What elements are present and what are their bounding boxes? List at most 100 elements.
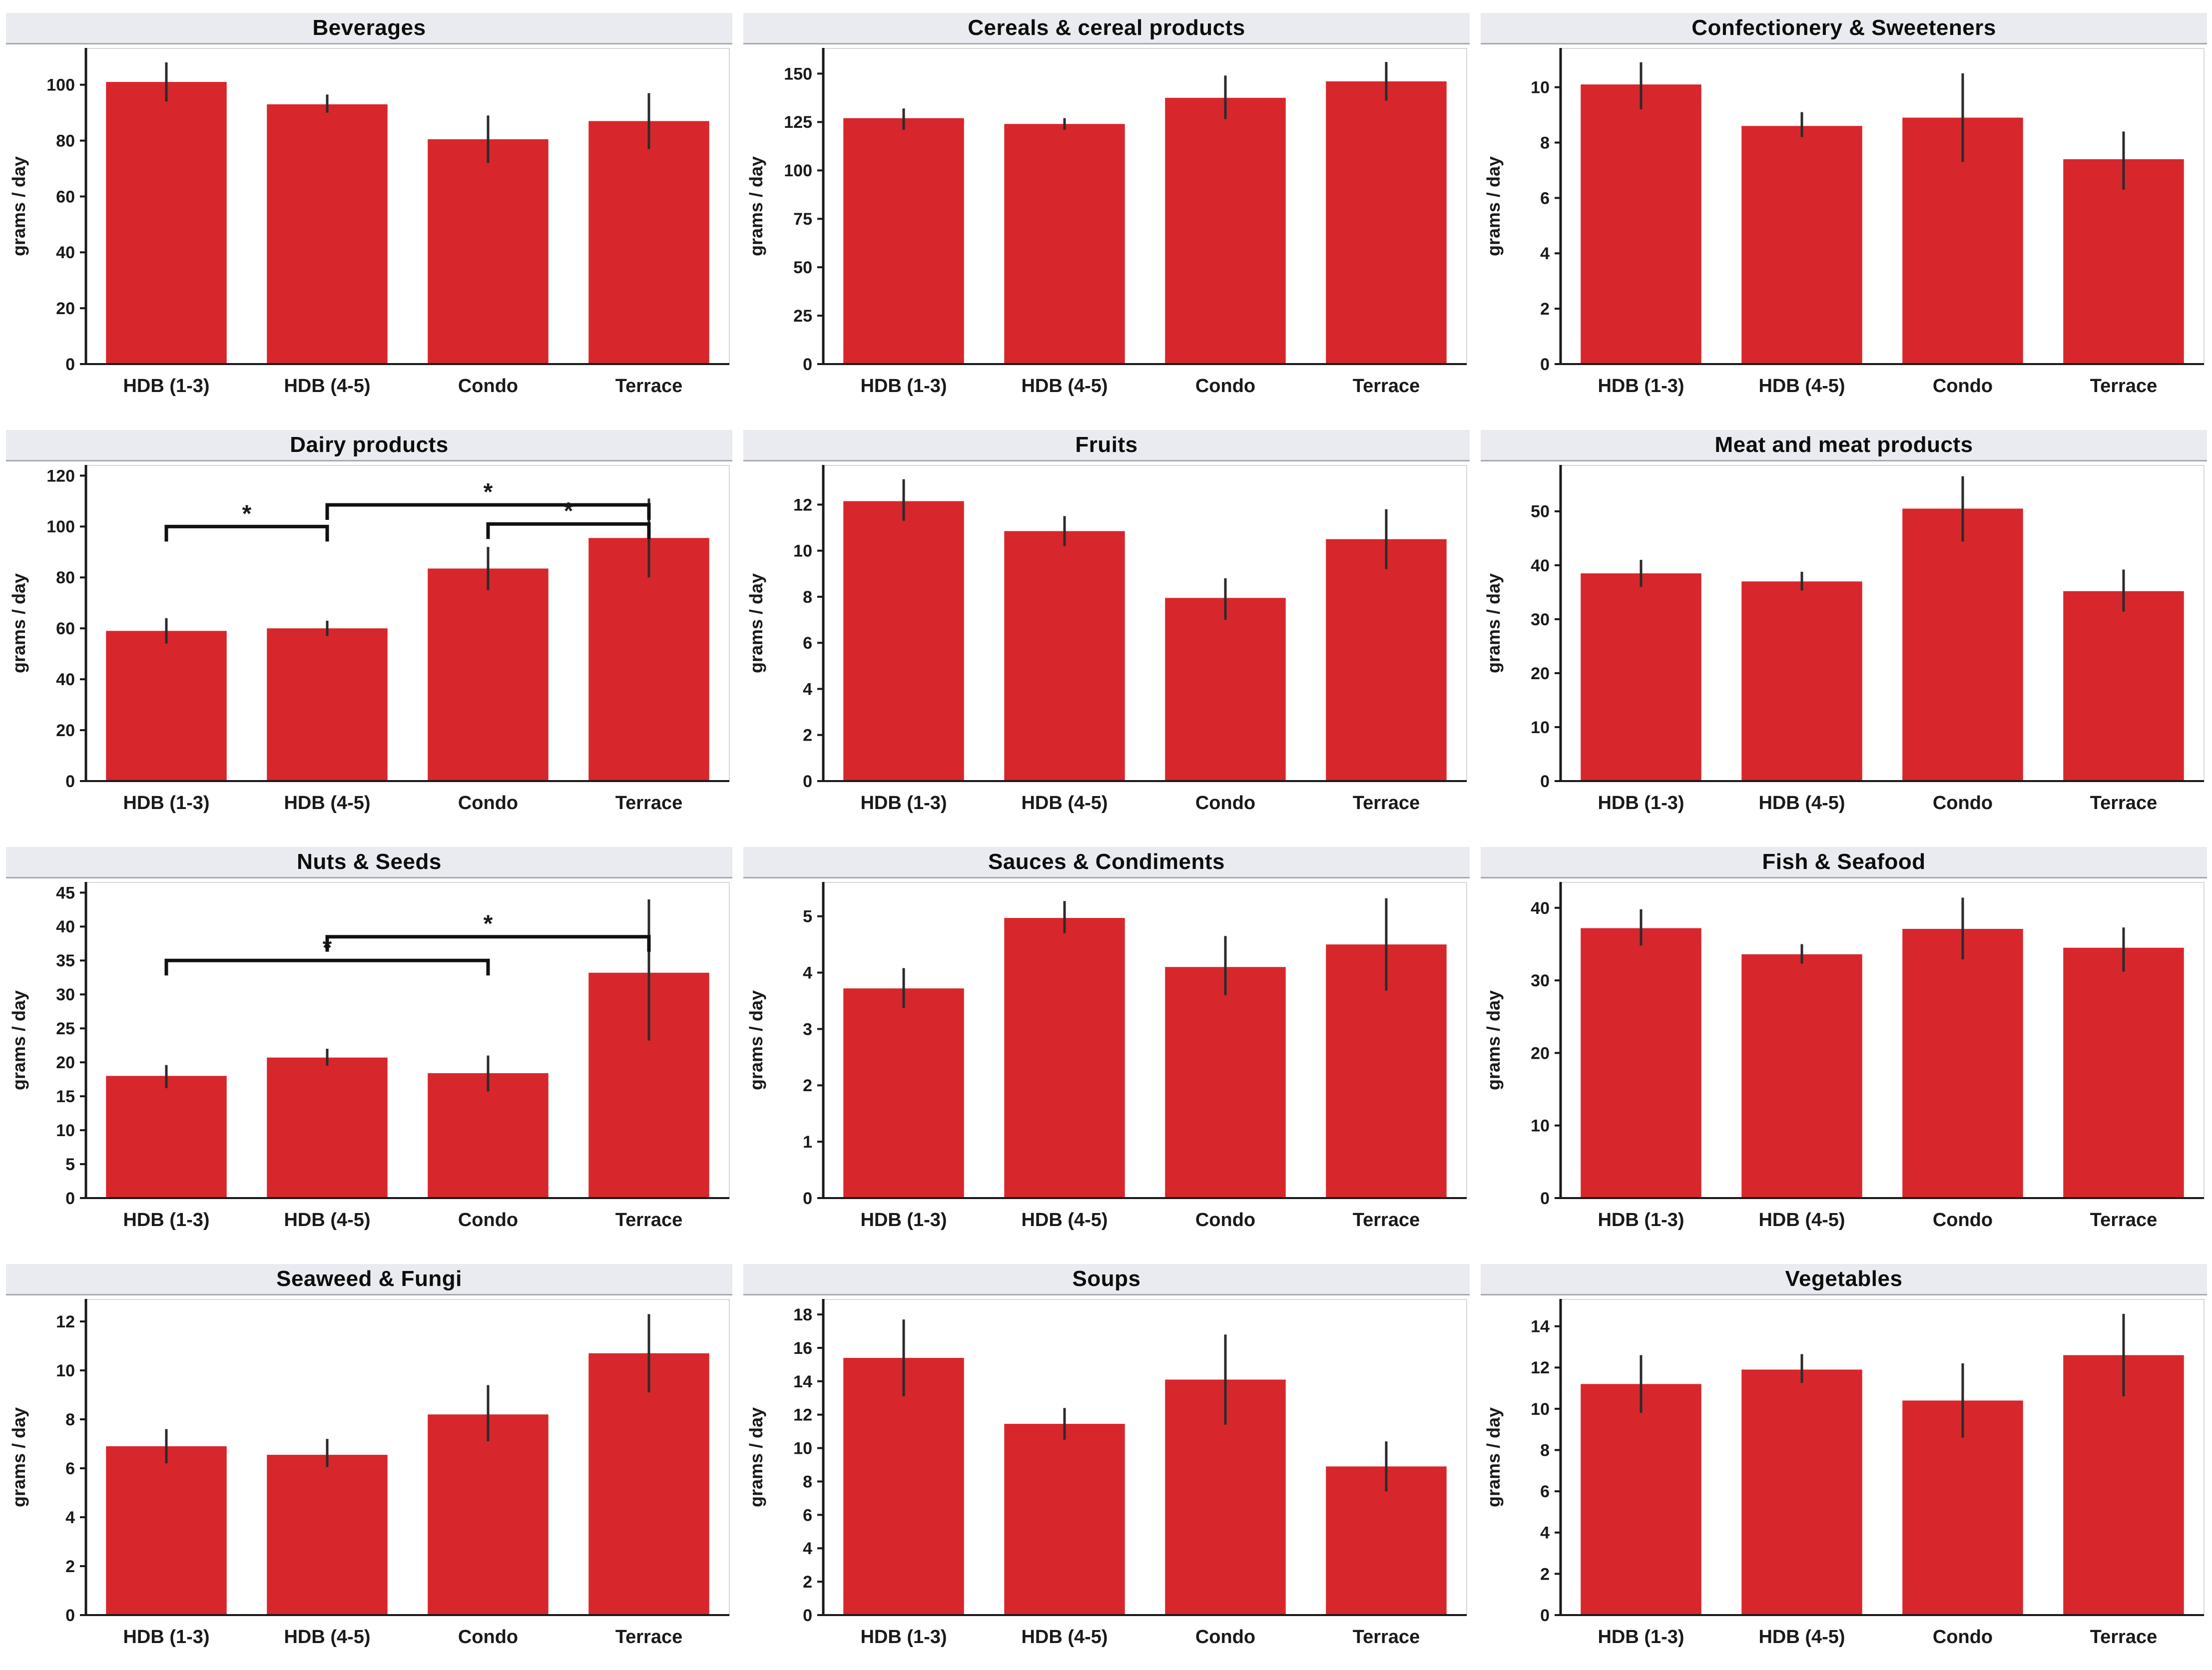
- panel-title-band: Beverages: [6, 13, 732, 44]
- y-tick-label: 15: [56, 1087, 75, 1106]
- bar: [1326, 81, 1447, 364]
- y-tick-label: 4: [1540, 1524, 1550, 1543]
- y-tick-label: 0: [65, 1189, 75, 1208]
- bar: [428, 568, 549, 781]
- y-tick-label: 2: [1540, 300, 1550, 319]
- y-tick-label: 8: [803, 588, 812, 607]
- y-tick-label: 20: [1531, 664, 1550, 683]
- y-tick-label: 10: [1531, 1117, 1550, 1136]
- panel-title-band: Seaweed & Fungi: [6, 1264, 732, 1295]
- y-tick-label: 0: [65, 1606, 75, 1625]
- bar-chart-vegetables: 0 2 4 6 8 10 12 14 HDB (1-3) HDB (4-5) Condo Terrac…: [1483, 1299, 2205, 1648]
- y-axis-label: grams / day: [8, 573, 29, 673]
- x-tick-label: HDB (1-3): [1598, 793, 1684, 814]
- x-tick-label: Condo: [458, 1210, 518, 1231]
- x-tick-label: HDB (1-3): [1598, 1210, 1684, 1231]
- panel-title: Sauces & Condiments: [988, 849, 1225, 874]
- bar: [267, 628, 388, 781]
- significance-bracket: [325, 503, 651, 520]
- y-tick-label: 8: [1540, 133, 1550, 152]
- x-tick-label: HDB (1-3): [860, 1210, 947, 1231]
- y-tick-label: 5: [65, 1155, 75, 1174]
- chart-panel: Beverages 0 20 40 60 80 100 HDB (1-3) HDB (4-5) C…: [0, 0, 737, 417]
- x-tick-label: Terrace: [615, 376, 683, 397]
- bar: [428, 1414, 549, 1615]
- panel-title-band: Cereals & cereal products: [743, 13, 1470, 44]
- y-tick-label: 100: [46, 517, 75, 536]
- x-tick-label: Condo: [1933, 376, 1993, 397]
- bar: [1165, 967, 1286, 1198]
- y-tick-label: 60: [56, 187, 75, 206]
- y-tick-label: 2: [1540, 1565, 1550, 1584]
- bar: [267, 104, 388, 364]
- chart-panel: Seaweed & Fungi 0 2 4 6 8 10 12 HDB (1-3) HDB (4-…: [0, 1251, 737, 1668]
- panel-title: Confectionery & Sweeteners: [1691, 15, 1996, 40]
- x-tick-label: HDB (4-5): [284, 1627, 370, 1648]
- y-tick-label: 60: [56, 619, 75, 638]
- y-tick-label: 50: [1531, 502, 1550, 521]
- bar-chart-confectionery-sweeteners: 0 2 4 6 8 10 HDB (1-3) HDB (4-5) Condo Terrace gra…: [1483, 48, 2205, 397]
- panel-title-band: Nuts & Seeds: [6, 847, 732, 878]
- x-tick-label: HDB (4-5): [284, 1210, 370, 1231]
- bar: [1165, 97, 1286, 364]
- y-tick-label: 0: [65, 355, 75, 374]
- y-axis-label: grams / day: [746, 1407, 766, 1507]
- y-tick-label: 30: [56, 985, 75, 1004]
- y-axis-label: grams / day: [1483, 1407, 1504, 1507]
- y-axis-label: grams / day: [746, 990, 766, 1090]
- chart-panel: Cereals & cereal products 0 25 50 75 100 125 15…: [737, 0, 1475, 417]
- x-tick-label: HDB (4-5): [1021, 1210, 1107, 1231]
- chart-panel: Soups 0 2 4 6 8 10 12 14 16 18 HDB (1-3) HDB (4-5) Co…: [737, 1251, 1475, 1668]
- x-tick-label: Terrace: [2090, 376, 2158, 397]
- x-tick-label: HDB (1-3): [860, 793, 947, 814]
- x-tick-label: Terrace: [615, 1627, 683, 1648]
- chart-panel: Sauces & Condiments 0 1 2 3 4 5 HDB (1-3) HDB (4…: [737, 834, 1475, 1251]
- y-tick-label: 8: [1540, 1441, 1550, 1460]
- chart-panel: Dairy products * * * 0 20 40 60 80 100 120 HDB (1-3…: [0, 417, 737, 834]
- significance-star: *: [564, 498, 573, 524]
- panel-title: Fish & Seafood: [1762, 849, 1926, 874]
- y-tick-label: 12: [793, 1406, 812, 1425]
- y-tick-label: 2: [65, 1557, 75, 1576]
- y-tick-label: 10: [56, 1361, 75, 1380]
- x-tick-label: Terrace: [1353, 793, 1420, 814]
- bar: [428, 139, 549, 364]
- x-tick-label: HDB (1-3): [123, 1210, 209, 1231]
- x-tick-label: HDB (1-3): [1598, 1627, 1684, 1648]
- bar: [106, 82, 227, 364]
- chart-panel: Fruits 0 2 4 6 8 10 12 HDB (1-3) HDB (4-5) Condo Te…: [737, 417, 1475, 834]
- y-tick-label: 125: [784, 113, 812, 132]
- bar-chart-seaweed-fungi: 0 2 4 6 8 10 12 HDB (1-3) HDB (4-5) Condo Terrace g…: [8, 1299, 730, 1648]
- panel-title: Cereals & cereal products: [968, 15, 1245, 40]
- bar-chart-soups: 0 2 4 6 8 10 12 14 16 18 HDB (1-3) HDB (4-5) Condo Te…: [746, 1299, 1467, 1648]
- bar: [1004, 124, 1125, 364]
- y-tick-label: 0: [803, 1189, 812, 1208]
- y-tick-label: 45: [56, 883, 75, 902]
- x-tick-label: Condo: [1195, 793, 1255, 814]
- y-tick-label: 5: [803, 907, 812, 926]
- y-tick-label: 35: [56, 951, 75, 970]
- y-tick-label: 40: [56, 670, 75, 689]
- bar: [2063, 1355, 2184, 1615]
- chart-panel: Nuts & Seeds * * 0 5 10 15 20 25 30 35 40 45 HDB (1-3…: [0, 834, 737, 1251]
- panel-title: Meat and meat products: [1714, 432, 1973, 457]
- x-tick-label: Terrace: [1353, 376, 1420, 397]
- x-tick-label: Condo: [1933, 793, 1993, 814]
- bar: [843, 501, 964, 781]
- x-tick-label: Condo: [1195, 376, 1255, 397]
- y-tick-label: 6: [1540, 1482, 1550, 1501]
- y-axis-label: grams / day: [1483, 156, 1504, 256]
- bar: [2063, 159, 2184, 364]
- bar: [267, 1057, 388, 1198]
- y-tick-label: 100: [46, 76, 75, 95]
- x-tick-label: HDB (4-5): [1021, 1627, 1107, 1648]
- bar: [106, 1446, 227, 1615]
- significance-bracket: [164, 524, 329, 542]
- bar: [1326, 539, 1447, 781]
- y-tick-label: 8: [803, 1472, 812, 1491]
- y-axis-label: grams / day: [8, 990, 29, 1090]
- x-tick-label: HDB (4-5): [1021, 376, 1107, 397]
- x-tick-label: HDB (1-3): [1598, 376, 1684, 397]
- y-tick-label: 6: [803, 634, 812, 653]
